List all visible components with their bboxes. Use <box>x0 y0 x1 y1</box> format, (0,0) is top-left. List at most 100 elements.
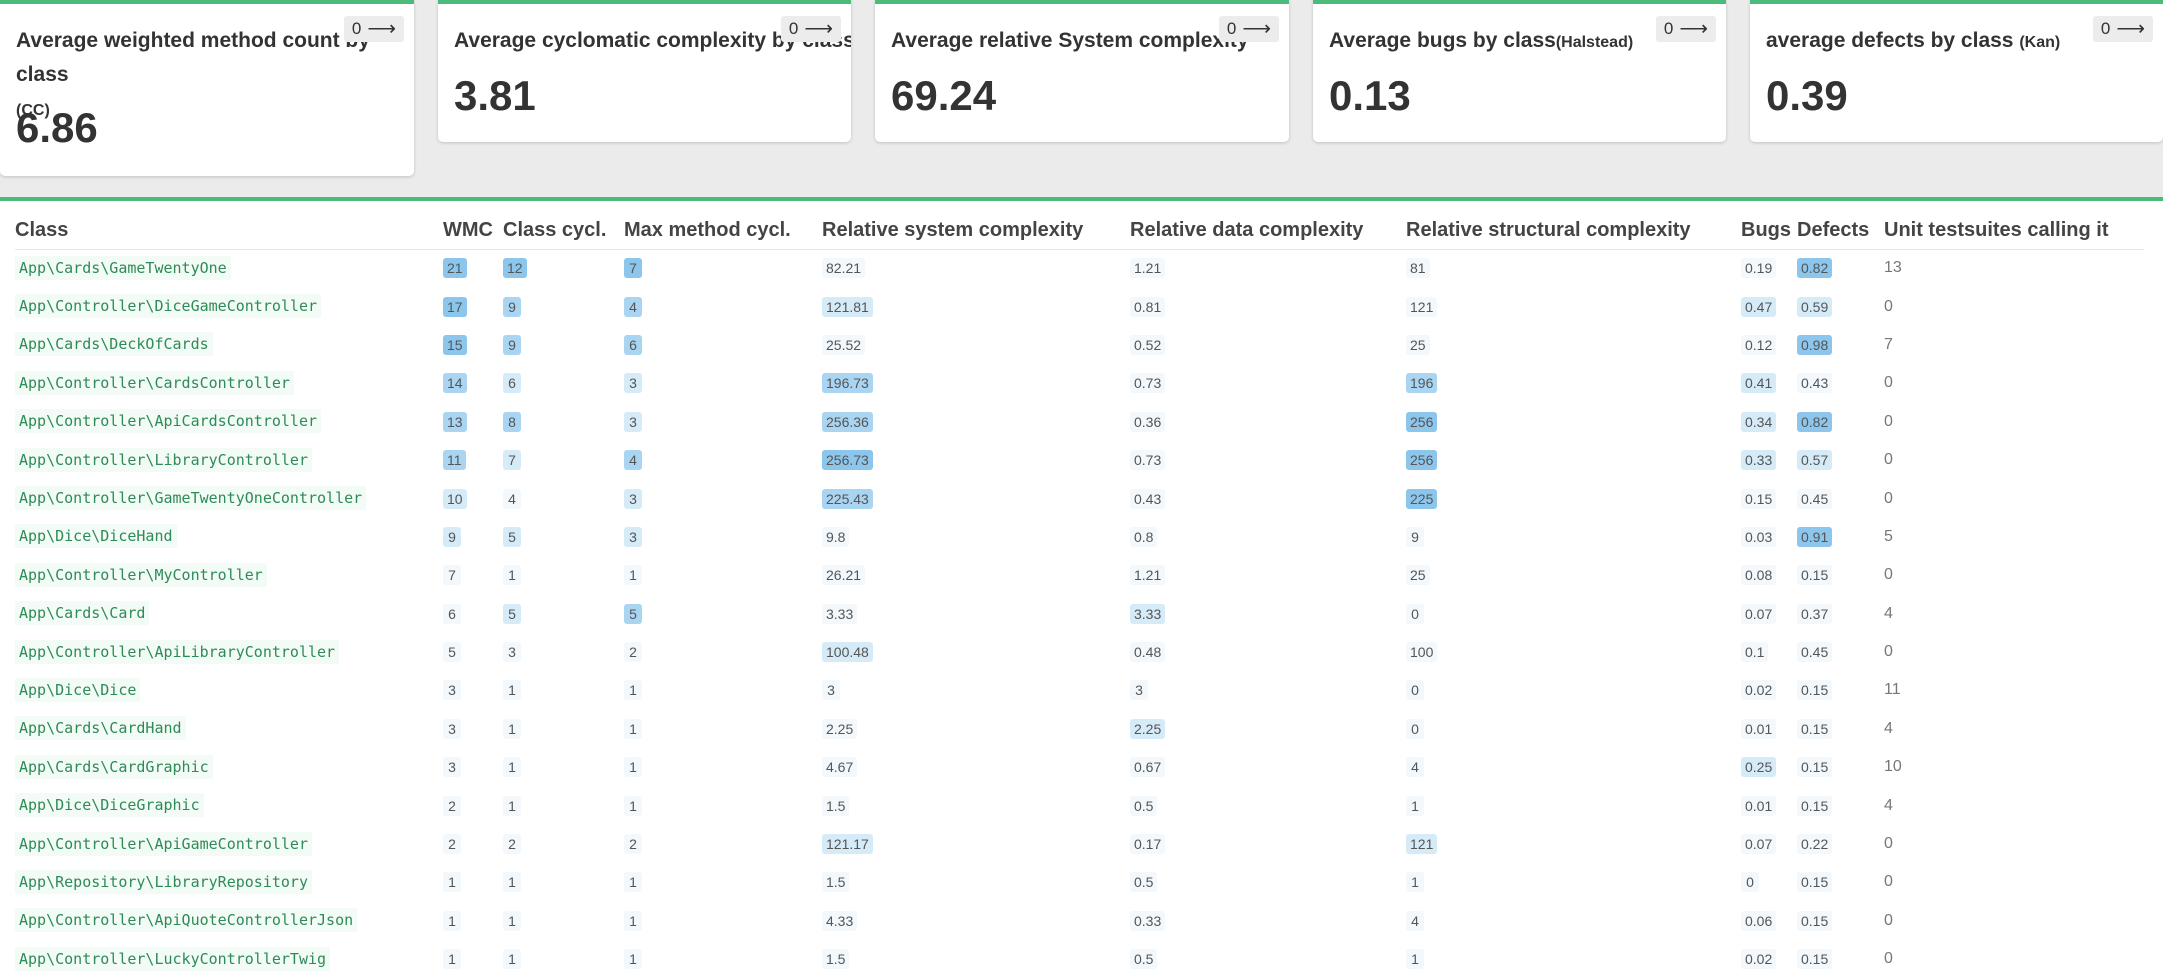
metric-value: 0.15 <box>1741 488 1777 509</box>
col-header-max-method-cycl[interactable]: Max method cycl. <box>624 213 822 250</box>
cell-class-cycl: 1 <box>503 863 624 901</box>
metric-value: 25.52 <box>822 334 866 355</box>
cell-relative-data: 0.52 <box>1130 326 1406 364</box>
class-name-link[interactable]: App\Cards\CardHand <box>15 716 186 741</box>
class-name-link[interactable]: App\Dice\Dice <box>15 677 141 702</box>
class-name-link[interactable]: App\Controller\LuckyControllerTwig <box>15 946 331 971</box>
metric-value: 256 <box>1406 411 1438 432</box>
trend-badge[interactable]: 0 ⟶ <box>343 16 404 42</box>
cell-relative-data: 0.33 <box>1130 902 1406 940</box>
cell-max-method-cycl: 1 <box>624 940 822 978</box>
col-header-class-cycl[interactable]: Class cycl. <box>503 213 624 250</box>
table-row[interactable]: App\Dice\Dice 3 1 1 3 3 0 0.02 0.15 11 <box>15 671 2144 709</box>
metric-value: 0.07 <box>1741 834 1777 855</box>
table-row[interactable]: App\Controller\LibraryController 11 7 4 256.… <box>15 441 2144 479</box>
cell-class-cycl: 3 <box>503 633 624 671</box>
cell-bugs: 0.15 <box>1741 479 1797 517</box>
class-name-link[interactable]: App\Cards\DeckOfCards <box>15 332 213 357</box>
metric-value: 100.48 <box>822 642 873 663</box>
col-header-bugs[interactable]: Bugs <box>1741 213 1797 250</box>
trend-badge[interactable]: 0 ⟶ <box>780 16 841 42</box>
class-name-link[interactable]: App\Cards\Card <box>15 601 150 626</box>
cell-wmc: 3 <box>443 748 503 786</box>
table-row[interactable]: App\Controller\ApiCardsController 13 8 3 256… <box>15 403 2144 441</box>
table-row[interactable]: App\Controller\ApiQuoteControllerJson 1 1 1… <box>15 902 2144 940</box>
class-name-link[interactable]: App\Repository\LibraryRepository <box>15 869 312 894</box>
cell-defects: 0.22 <box>1797 825 1884 863</box>
table-row[interactable]: App\Cards\GameTwentyOne 21 12 7 82.21 1.21 81 0… <box>15 249 2144 287</box>
card-bugs[interactable]: Average bugs by class(Halstead) 0.13 0 ⟶ <box>1313 0 1726 142</box>
card-weighted-method-count[interactable]: Average weighted method count by class (C… <box>0 0 414 176</box>
cell-relative-system: 25.52 <box>822 326 1130 364</box>
class-name-link[interactable]: App\Controller\ApiQuoteControllerJson <box>15 908 358 933</box>
cell-bugs: 0.47 <box>1741 287 1797 325</box>
cell-wmc: 2 <box>443 786 503 824</box>
cell-class: App\Controller\ApiCardsController <box>15 403 443 441</box>
table-row[interactable]: App\Repository\LibraryRepository 1 1 1 1.5 0.… <box>15 863 2144 901</box>
card-defects[interactable]: average defects by class (Kan) 0.39 0 ⟶ <box>1750 0 2163 142</box>
metric-value: 0.15 <box>1797 910 1833 931</box>
class-name-link[interactable]: App\Controller\GameTwentyOneController <box>15 486 367 511</box>
testsuite-count: 5 <box>1884 527 1893 545</box>
metric-value: 1.21 <box>1130 565 1166 586</box>
cell-class: App\Controller\LibraryController <box>15 441 443 479</box>
class-name-link[interactable]: App\Dice\DiceGraphic <box>15 793 204 818</box>
col-header-relative-structural[interactable]: Relative structural complexity <box>1406 213 1741 250</box>
col-header-relative-data[interactable]: Relative data complexity <box>1130 213 1406 250</box>
cell-bugs: 0.06 <box>1741 902 1797 940</box>
metric-value: 82.21 <box>822 258 866 279</box>
cell-relative-system: 196.73 <box>822 364 1130 402</box>
col-header-relative-system[interactable]: Relative system complexity <box>822 213 1130 250</box>
class-name-link[interactable]: App\Controller\ApiGameController <box>15 831 312 856</box>
card-cyclomatic-complexity[interactable]: Average cyclomatic complexity by class 3… <box>438 0 851 142</box>
trend-badge[interactable]: 0 ⟶ <box>2092 16 2153 42</box>
class-name-link[interactable]: App\Dice\DiceHand <box>15 524 177 549</box>
cell-unit-testsuites: 0 <box>1884 940 2144 978</box>
cell-class: App\Cards\CardGraphic <box>15 748 443 786</box>
table-row[interactable]: App\Controller\DiceGameController 17 9 4 121… <box>15 287 2144 325</box>
cell-relative-structural: 0 <box>1406 710 1741 748</box>
table-row[interactable]: App\Controller\CardsController 14 6 3 196.73… <box>15 364 2144 402</box>
class-name-link[interactable]: App\Controller\MyController <box>15 562 267 587</box>
card-system-complexity[interactable]: Average relative System complexity 69.24… <box>875 0 1289 142</box>
cell-defects: 0.15 <box>1797 786 1884 824</box>
class-name-link[interactable]: App\Cards\CardGraphic <box>15 754 213 779</box>
class-name-link[interactable]: App\Controller\LibraryController <box>15 447 312 472</box>
table-row[interactable]: App\Controller\MyController 7 1 1 26.21 1.21 2… <box>15 556 2144 594</box>
cell-relative-system: 121.81 <box>822 287 1130 325</box>
table-row[interactable]: App\Cards\CardHand 3 1 1 2.25 2.25 0 0.01 0.15 4 <box>15 710 2144 748</box>
table-row[interactable]: App\Dice\DiceGraphic 2 1 1 1.5 0.5 1 0.01 0.15 4 <box>15 786 2144 824</box>
class-name-link[interactable]: App\Cards\GameTwentyOne <box>15 255 231 280</box>
cell-relative-structural: 196 <box>1406 364 1741 402</box>
table-row[interactable]: App\Dice\DiceHand 9 5 3 9.8 0.8 9 0.03 0.91 5 <box>15 518 2144 556</box>
cell-class-cycl: 1 <box>503 671 624 709</box>
col-header-wmc[interactable]: WMC <box>443 213 503 250</box>
metric-value: 225.43 <box>822 488 873 509</box>
table-row[interactable]: App\Cards\CardGraphic 3 1 1 4.67 0.67 4 0.25 0.1… <box>15 748 2144 786</box>
metric-value: 0.01 <box>1741 795 1777 816</box>
table-row[interactable]: App\Controller\LuckyControllerTwig 1 1 1 1.5… <box>15 940 2144 978</box>
class-name-link[interactable]: App\Controller\DiceGameController <box>15 294 322 319</box>
metric-value: 9 <box>443 526 461 547</box>
col-header-unit-testsuites[interactable]: Unit testsuites calling it <box>1884 213 2144 250</box>
metric-value: 26.21 <box>822 565 866 586</box>
class-name-link[interactable]: App\Controller\ApiCardsController <box>15 409 322 434</box>
cell-relative-structural: 256 <box>1406 441 1741 479</box>
table-row[interactable]: App\Controller\ApiLibraryController 5 3 2 10… <box>15 633 2144 671</box>
metric-value: 196 <box>1406 373 1438 394</box>
class-name-link[interactable]: App\Controller\CardsController <box>15 370 294 395</box>
col-header-defects[interactable]: Defects <box>1797 213 1884 250</box>
table-row[interactable]: App\Cards\Card 6 5 5 3.33 3.33 0 0.07 0.37 4 <box>15 595 2144 633</box>
table-row[interactable]: App\Controller\ApiGameController 2 2 2 121.1… <box>15 825 2144 863</box>
cell-defects: 0.82 <box>1797 249 1884 287</box>
col-header-class[interactable]: Class <box>15 213 443 250</box>
metric-value: 3 <box>624 488 642 509</box>
cell-unit-testsuites: 0 <box>1884 825 2144 863</box>
table-row[interactable]: App\Cards\DeckOfCards 15 9 6 25.52 0.52 25 0.12… <box>15 326 2144 364</box>
class-name-link[interactable]: App\Controller\ApiLibraryController <box>15 639 340 664</box>
cell-relative-data: 2.25 <box>1130 710 1406 748</box>
trend-badge[interactable]: 0 ⟶ <box>1218 16 1279 42</box>
table-row[interactable]: App\Controller\GameTwentyOneController 10… <box>15 479 2144 517</box>
cell-defects: 0.15 <box>1797 940 1884 978</box>
trend-badge[interactable]: 0 ⟶ <box>1655 16 1716 42</box>
